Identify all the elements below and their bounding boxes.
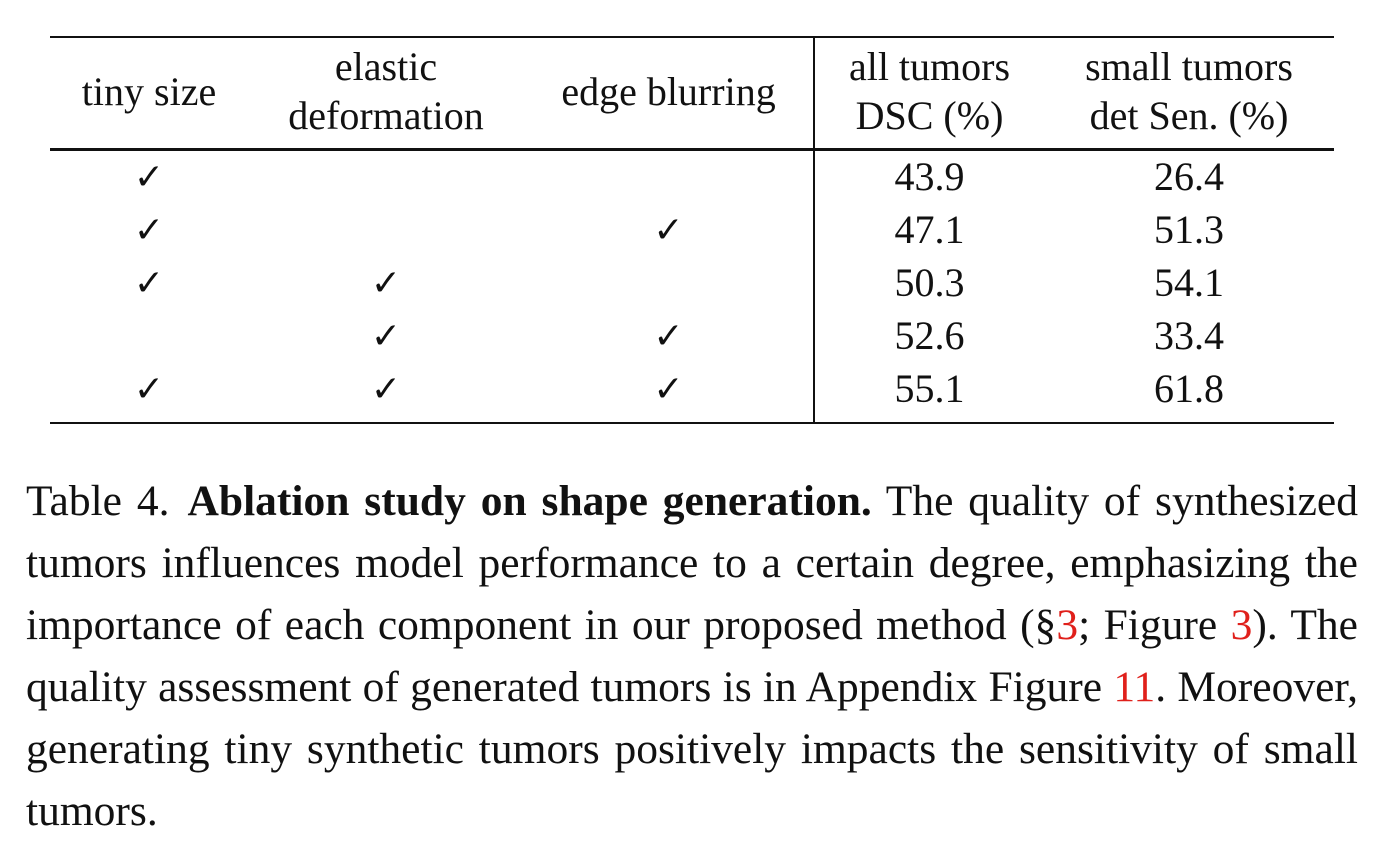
cell-sen: 51.3 bbox=[1154, 207, 1224, 253]
cell-elastic: ✓ bbox=[370, 315, 402, 357]
cell-tiny-size: ✓ bbox=[133, 156, 165, 198]
cell-elastic bbox=[248, 150, 524, 205]
table-row: ✓ ✓ ✓ 55.1 61.8 bbox=[50, 363, 1334, 423]
header-edge-blurring: edge blurring bbox=[524, 37, 814, 150]
table-row: ✓ 43.9 26.4 bbox=[50, 149, 1334, 205]
header-elastic-line-2: deformation bbox=[288, 93, 484, 138]
cell-tiny-size bbox=[50, 310, 248, 363]
header-tiny-size-line-1: tiny size bbox=[81, 68, 217, 114]
header-elastic-deformation: elastic deformation bbox=[248, 37, 524, 150]
header-all-tumors-line-1: all tumors bbox=[848, 44, 1011, 90]
cell-dsc: 55.1 bbox=[813, 363, 1044, 423]
ablation-table: tiny size elastic deformation edge blurr… bbox=[50, 36, 1334, 424]
caption-text-4: . Moreover, generating tiny synthetic tu… bbox=[26, 663, 1359, 835]
figure-reference-link[interactable]: 3 bbox=[1230, 601, 1253, 649]
cell-sen: 26.4 bbox=[1154, 154, 1224, 200]
header-small-tumors-line-1: small tumors bbox=[1085, 44, 1293, 90]
cell-sen: 54.1 bbox=[1154, 260, 1224, 306]
header-small-tumors-line-2: det Sen. (%) bbox=[1089, 93, 1289, 138]
caption-text-2: ; Figure bbox=[1078, 601, 1231, 649]
header-row: tiny size elastic deformation edge blurr… bbox=[50, 37, 1334, 150]
cell-edge bbox=[524, 257, 814, 310]
cell-tiny-size: ✓ bbox=[133, 262, 165, 304]
cell-edge: ✓ bbox=[653, 209, 684, 251]
table-header: tiny size elastic deformation edge blurr… bbox=[50, 37, 1334, 150]
table-row: ✓ ✓ 52.6 33.4 bbox=[50, 310, 1334, 363]
ablation-table-container: tiny size elastic deformation edge blurr… bbox=[50, 36, 1334, 424]
cell-edge: ✓ bbox=[653, 368, 684, 410]
cell-edge bbox=[524, 150, 814, 205]
header-all-tumors-line-2: DSC (%) bbox=[855, 93, 1004, 138]
cell-dsc: 43.9 bbox=[813, 149, 1044, 204]
cell-dsc: 50.3 bbox=[813, 257, 1044, 310]
cell-dsc: 52.6 bbox=[813, 310, 1044, 363]
table-row: ✓ ✓ 50.3 54.1 bbox=[50, 257, 1334, 310]
cell-elastic bbox=[248, 204, 524, 257]
cell-elastic: ✓ bbox=[370, 262, 402, 304]
caption-label: Table 4. bbox=[26, 477, 170, 525]
section-reference-link[interactable]: 3 bbox=[1056, 601, 1079, 649]
cell-sen: 33.4 bbox=[1154, 313, 1224, 359]
caption-title: Ablation study on shape generation. bbox=[187, 477, 872, 525]
header-tiny-size: tiny size bbox=[50, 37, 248, 150]
appendix-figure-reference-link[interactable]: 11 bbox=[1113, 663, 1156, 711]
caption-text-1: The quality of synthesized tumors influe… bbox=[26, 477, 1358, 649]
header-elastic-line-1: elastic bbox=[334, 44, 438, 90]
header-small-tumors-sen: small tumors det Sen. (%) bbox=[1044, 37, 1334, 150]
cell-sen: 61.8 bbox=[1154, 366, 1224, 412]
table-body: ✓ 43.9 26.4 ✓ ✓ 47.1 51.3 ✓ ✓ 50.3 54.1 bbox=[50, 149, 1334, 423]
cell-edge: ✓ bbox=[653, 315, 684, 357]
caption-text-3: ). The quality assessment of generated t… bbox=[26, 601, 1358, 711]
table-row: ✓ ✓ 47.1 51.3 bbox=[50, 204, 1334, 257]
cell-tiny-size: ✓ bbox=[133, 368, 165, 410]
table-caption: Table 4. Ablation study on shape generati… bbox=[26, 470, 1358, 842]
cell-tiny-size: ✓ bbox=[133, 209, 165, 251]
header-edge-line-1: edge blurring bbox=[561, 68, 776, 114]
header-all-tumors-dsc: all tumors DSC (%) bbox=[813, 37, 1044, 150]
cell-dsc: 47.1 bbox=[813, 204, 1044, 257]
cell-elastic: ✓ bbox=[370, 368, 402, 410]
